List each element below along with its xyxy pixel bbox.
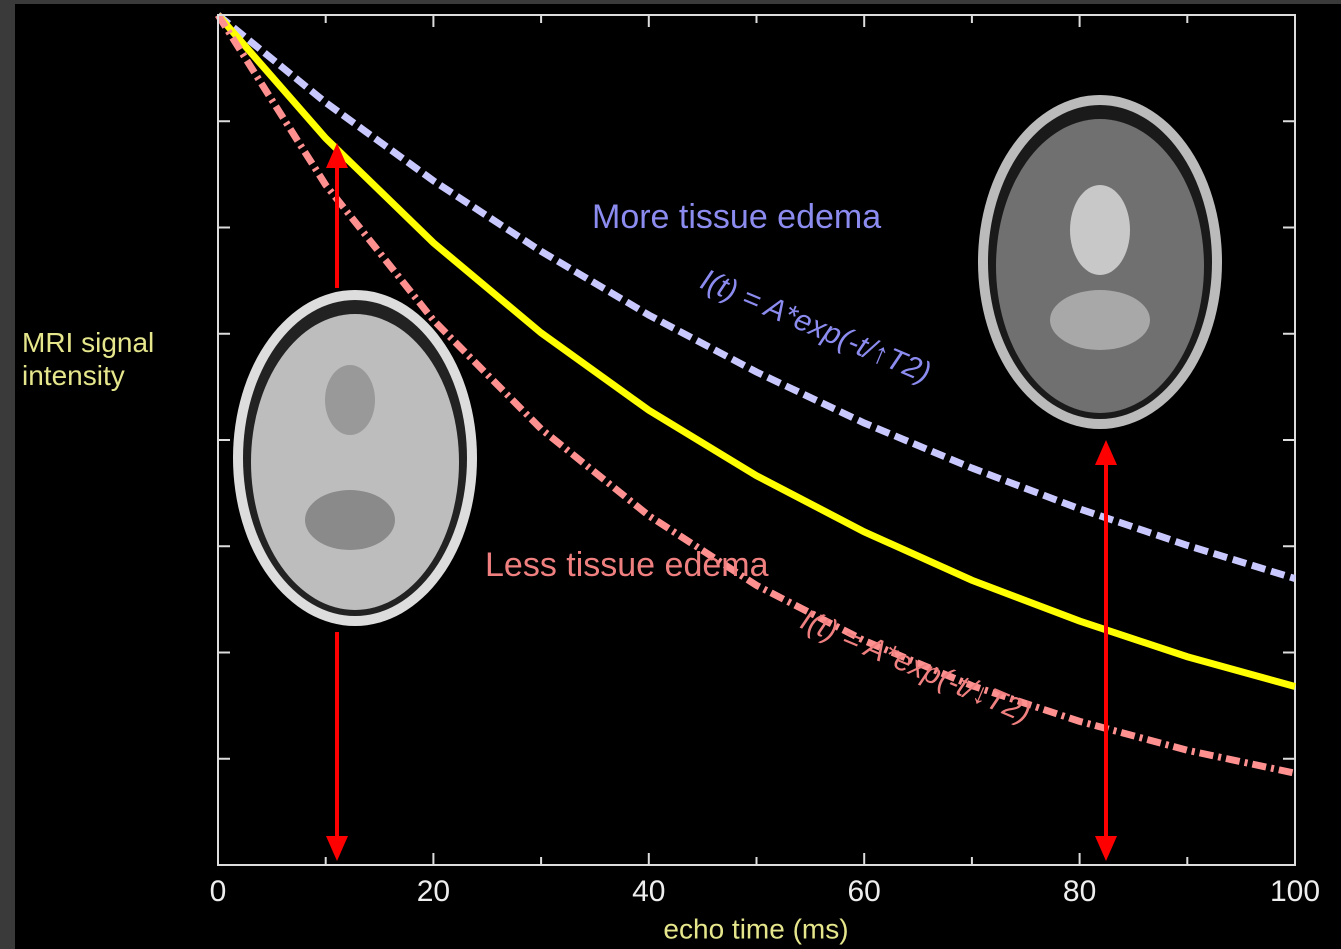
x-tick-label: 40 xyxy=(632,875,665,908)
annotation: Less tissue edema xyxy=(485,546,769,584)
y-axis-label: MRI signal intensity xyxy=(22,327,155,391)
x-tick-label: 100 xyxy=(1270,875,1320,908)
brain-image-right xyxy=(978,95,1222,429)
x-axis-label: echo time (ms) xyxy=(663,913,848,944)
brain-image-left xyxy=(233,290,477,626)
x-tick-label: 20 xyxy=(417,875,450,908)
line-series xyxy=(215,12,1297,582)
x-tick-label: 80 xyxy=(1063,875,1096,908)
x-tick-label: 0 xyxy=(210,875,227,908)
arrows xyxy=(326,143,1117,861)
line-series xyxy=(215,12,1296,690)
x-tick-label: 60 xyxy=(848,875,881,908)
annotation: More tissue edema xyxy=(592,198,881,236)
line-series xyxy=(215,13,1296,777)
